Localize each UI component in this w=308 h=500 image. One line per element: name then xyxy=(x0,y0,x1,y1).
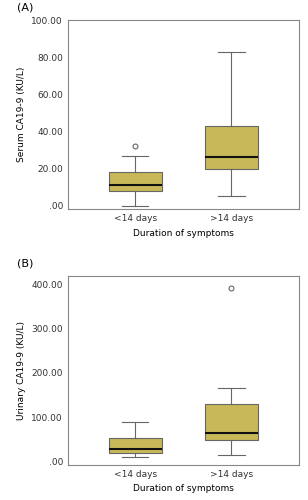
Y-axis label: Serum CA19-9 (KU/L): Serum CA19-9 (KU/L) xyxy=(17,67,26,162)
Text: (B): (B) xyxy=(17,258,33,268)
X-axis label: Duration of symptoms: Duration of symptoms xyxy=(133,484,234,494)
Y-axis label: Urinary CA19-9 (KU/L): Urinary CA19-9 (KU/L) xyxy=(17,321,26,420)
PathPatch shape xyxy=(109,438,162,452)
PathPatch shape xyxy=(109,172,162,191)
PathPatch shape xyxy=(205,404,258,440)
PathPatch shape xyxy=(205,126,258,168)
X-axis label: Duration of symptoms: Duration of symptoms xyxy=(133,229,234,238)
Text: (A): (A) xyxy=(17,2,33,12)
